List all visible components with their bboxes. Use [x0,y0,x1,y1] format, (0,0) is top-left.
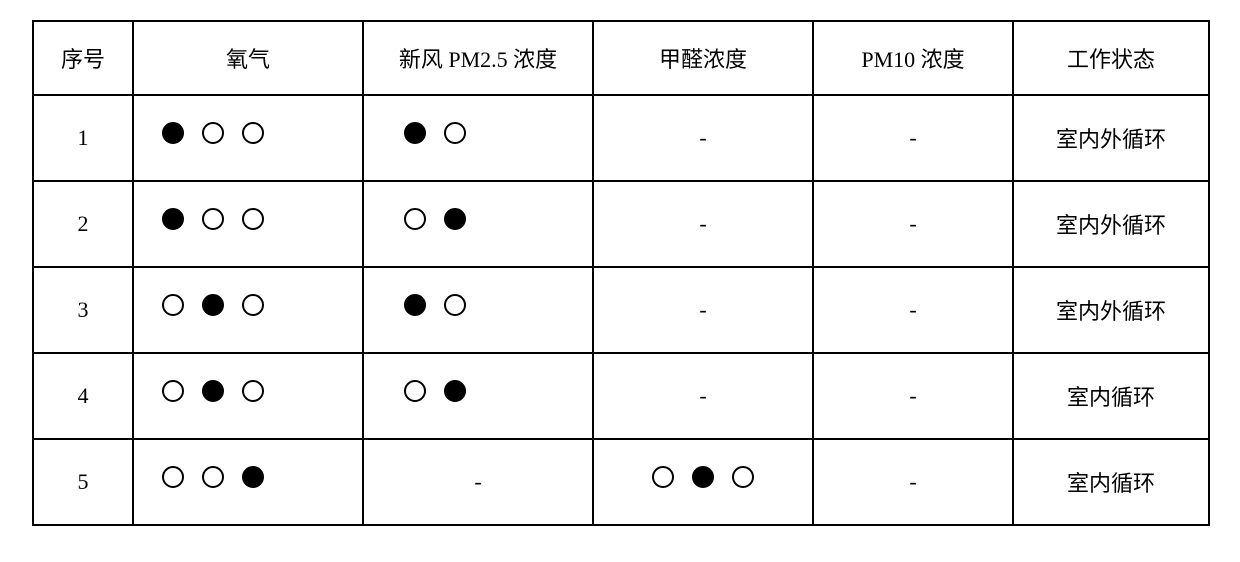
cell-seq: 1 [33,95,133,181]
cell-pm25: - [363,439,593,525]
filled-circle-icon [444,208,466,230]
cell-state: 室内循环 [1013,353,1209,439]
cell-pm10: - [813,181,1013,267]
cell-oxygen [133,353,363,439]
cell-pm10: - [813,267,1013,353]
filled-circle-icon [202,294,224,316]
hollow-circle-icon [162,466,184,488]
dash-value: - [699,383,706,408]
dot-group [398,122,466,144]
cell-state: 室内外循环 [1013,181,1209,267]
dot-group [156,294,264,316]
hollow-circle-icon [732,466,754,488]
table-row: 2 - - 室内外循环 [33,181,1209,267]
dash-value: - [699,297,706,322]
dot-group [398,294,466,316]
table-row: 5 - - 室内循环 [33,439,1209,525]
hollow-circle-icon [162,294,184,316]
filled-circle-icon [692,466,714,488]
cell-pm25 [363,181,593,267]
filled-circle-icon [404,122,426,144]
dash-value: - [909,383,916,408]
dash-value: - [699,211,706,236]
cell-pm10: - [813,353,1013,439]
hollow-circle-icon [242,208,264,230]
cell-hcho: - [593,353,813,439]
table-row: 3 - - 室内外循环 [33,267,1209,353]
dash-value: - [909,469,916,494]
table-header-row: 序号 氧气 新风 PM2.5 浓度 甲醛浓度 PM10 浓度 工作状态 [33,21,1209,95]
dot-group [156,380,264,402]
cell-pm25 [363,267,593,353]
hollow-circle-icon [202,122,224,144]
cell-hcho: - [593,95,813,181]
hollow-circle-icon [162,380,184,402]
dash-value: - [909,297,916,322]
filled-circle-icon [404,294,426,316]
hollow-circle-icon [242,380,264,402]
dot-group [156,466,264,488]
filled-circle-icon [202,380,224,402]
hollow-circle-icon [242,294,264,316]
dash-value: - [474,469,481,494]
status-table: 序号 氧气 新风 PM2.5 浓度 甲醛浓度 PM10 浓度 工作状态 1 - - 室… [32,20,1210,526]
cell-seq: 4 [33,353,133,439]
col-header-pm10: PM10 浓度 [813,21,1013,95]
hollow-circle-icon [404,380,426,402]
col-header-oxy: 氧气 [133,21,363,95]
col-header-pm25: 新风 PM2.5 浓度 [363,21,593,95]
dash-value: - [909,125,916,150]
hollow-circle-icon [652,466,674,488]
dot-group [156,122,264,144]
hollow-circle-icon [444,294,466,316]
cell-oxygen [133,181,363,267]
cell-hcho [593,439,813,525]
cell-state: 室内外循环 [1013,95,1209,181]
table-row: 1 - - 室内外循环 [33,95,1209,181]
hollow-circle-icon [202,208,224,230]
dot-group [156,208,264,230]
dot-group [398,208,466,230]
cell-state: 室内外循环 [1013,267,1209,353]
col-header-seq: 序号 [33,21,133,95]
table-row: 4 - - 室内循环 [33,353,1209,439]
cell-seq: 3 [33,267,133,353]
cell-pm10: - [813,95,1013,181]
cell-oxygen [133,267,363,353]
cell-hcho: - [593,181,813,267]
hollow-circle-icon [242,122,264,144]
cell-seq: 5 [33,439,133,525]
cell-hcho: - [593,267,813,353]
cell-seq: 2 [33,181,133,267]
cell-oxygen [133,439,363,525]
cell-pm10: - [813,439,1013,525]
dot-group [652,466,754,488]
dash-value: - [909,211,916,236]
col-header-state: 工作状态 [1013,21,1209,95]
hollow-circle-icon [202,466,224,488]
cell-pm25 [363,353,593,439]
hollow-circle-icon [444,122,466,144]
cell-state: 室内循环 [1013,439,1209,525]
filled-circle-icon [242,466,264,488]
hollow-circle-icon [404,208,426,230]
filled-circle-icon [444,380,466,402]
dot-group [398,380,466,402]
dash-value: - [699,125,706,150]
filled-circle-icon [162,122,184,144]
cell-pm25 [363,95,593,181]
col-header-hcho: 甲醛浓度 [593,21,813,95]
cell-oxygen [133,95,363,181]
filled-circle-icon [162,208,184,230]
